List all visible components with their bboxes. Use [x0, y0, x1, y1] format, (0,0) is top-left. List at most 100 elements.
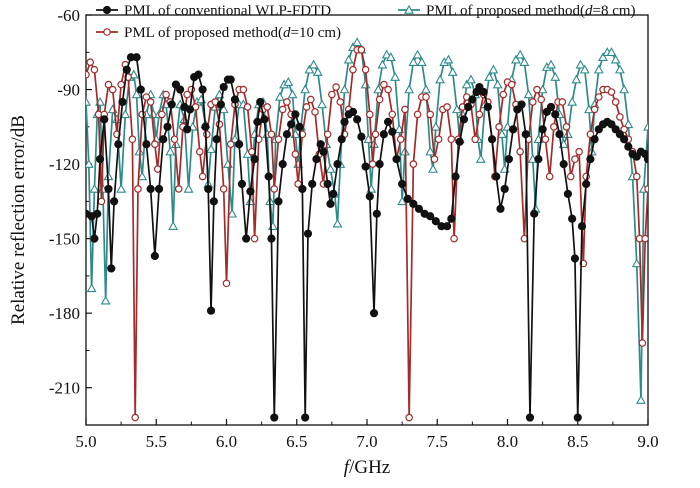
- data-point: [256, 97, 265, 107]
- x-tick-label: 9.0: [637, 432, 658, 451]
- data-point: [146, 184, 155, 194]
- legend-marker: [102, 5, 112, 15]
- x-axis-title-variable: f: [344, 457, 352, 478]
- data-point: [120, 109, 131, 119]
- y-tick-label: -180: [49, 304, 80, 323]
- data-point: [204, 184, 213, 194]
- legend-item: PML of proposed method(d=10 cm): [96, 25, 341, 41]
- data-point: [278, 159, 287, 169]
- data-point: [176, 85, 185, 94]
- data-point: [247, 147, 256, 156]
- data-point: [412, 49, 423, 59]
- data-point: [89, 183, 100, 193]
- legend-item: PML of proposed method(d=8 cm): [398, 3, 636, 19]
- data-point: [571, 155, 579, 163]
- data-point: [517, 100, 526, 109]
- data-point: [521, 130, 530, 139]
- data-point: [260, 115, 269, 124]
- data-point: [116, 183, 127, 193]
- data-point: [562, 123, 571, 131]
- data-point: [451, 172, 460, 181]
- data-point: [264, 172, 273, 181]
- data-point: [466, 74, 476, 84]
- data-point: [380, 80, 388, 89]
- legend-label-part: PML of proposed method(: [124, 25, 283, 41]
- data-point: [631, 258, 642, 268]
- data-point: [377, 59, 388, 69]
- data-point: [636, 395, 646, 404]
- legend-label-part: PML of conventional WLP-FDTD: [124, 3, 331, 19]
- data-point: [495, 123, 503, 131]
- legend-label-part: =10 cm): [291, 25, 342, 41]
- data-point: [348, 107, 358, 117]
- data-point: [216, 100, 225, 109]
- data-point: [142, 93, 151, 101]
- data-point: [267, 234, 276, 243]
- data-point: [333, 159, 342, 169]
- data-point: [607, 88, 616, 96]
- legend-label-part: =8 cm): [593, 3, 636, 19]
- data-point: [86, 70, 90, 79]
- data-point: [150, 251, 159, 261]
- data-point: [332, 83, 340, 91]
- data-point: [632, 172, 641, 181]
- data-point: [100, 295, 111, 305]
- data-point: [274, 197, 283, 206]
- data-point: [326, 199, 335, 208]
- data-point: [590, 135, 599, 144]
- data-point: [515, 49, 526, 59]
- data-point: [426, 212, 435, 221]
- data-point: [523, 89, 534, 99]
- data-point: [237, 179, 247, 189]
- data-point: [566, 172, 575, 181]
- data-point: [384, 85, 392, 94]
- data-point: [282, 130, 292, 139]
- data-point: [573, 413, 582, 422]
- data-point: [198, 85, 207, 94]
- legend: PML of conventional WLP-FDTD PML of propo…: [96, 3, 636, 41]
- data-point: [541, 135, 550, 144]
- data-point: [287, 89, 298, 99]
- data-point: [349, 65, 357, 74]
- data-point: [579, 64, 590, 74]
- data-point: [163, 122, 172, 131]
- data-point: [90, 65, 99, 74]
- data-point: [132, 53, 141, 62]
- data-point: [212, 135, 221, 144]
- data-point: [616, 113, 624, 121]
- data-point: [183, 125, 192, 134]
- data-point: [323, 130, 332, 139]
- data-point: [360, 79, 371, 89]
- data-point: [401, 105, 409, 114]
- legend-label-part: PML of proposed method(: [426, 3, 585, 19]
- data-point: [336, 98, 345, 106]
- data-point: [134, 185, 142, 193]
- data-point: [86, 158, 94, 168]
- data-point: [546, 59, 556, 69]
- data-point: [555, 130, 564, 139]
- legend-label: PML of proposed method(d=8 cm): [426, 3, 636, 19]
- data-point: [468, 95, 477, 104]
- data-point: [558, 98, 567, 106]
- data-point: [316, 140, 325, 149]
- data-point: [509, 125, 518, 134]
- data-point: [388, 127, 397, 136]
- data-point: [339, 84, 350, 94]
- data-point: [267, 130, 276, 139]
- data-point: [311, 108, 319, 116]
- data-point: [610, 54, 621, 64]
- data-point: [537, 95, 546, 104]
- data-point: [507, 80, 516, 89]
- y-tick-label: -60: [57, 6, 80, 25]
- data-point: [371, 130, 380, 139]
- data-point: [571, 74, 582, 84]
- data-point: [366, 110, 374, 119]
- data-point: [590, 105, 599, 114]
- data-point: [86, 58, 95, 67]
- data-point: [595, 93, 603, 101]
- data-point: [614, 64, 625, 74]
- data-point: [525, 413, 535, 422]
- data-point: [461, 79, 472, 89]
- data-point: [337, 135, 346, 144]
- data-point: [226, 140, 235, 149]
